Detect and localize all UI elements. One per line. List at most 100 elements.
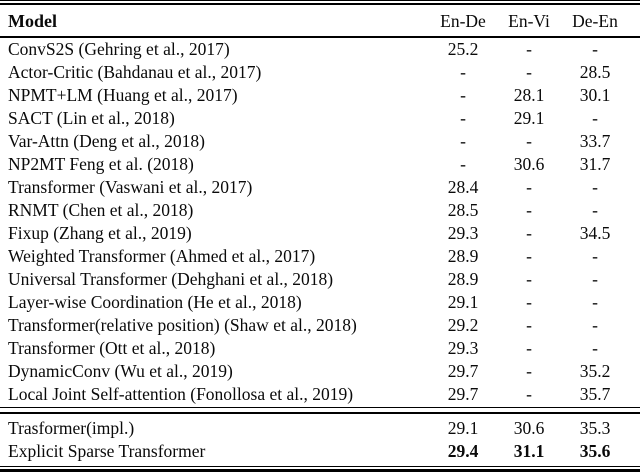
score-en-de: 28.9 — [447, 269, 479, 289]
score-de-en: 31.7 — [579, 154, 611, 174]
bottom-rule-thin — [0, 466, 640, 467]
score-en-de: 29.1 — [447, 292, 479, 312]
score-de-en: - — [592, 200, 598, 220]
model-name: Actor-Critic (Bahdanau et al., 2017) — [8, 62, 262, 82]
table-row: Transformer (Vaswani et al., 2017) 28.4 … — [0, 176, 640, 199]
table-row: NPMT+LM (Huang et al., 2017) - 28.1 30.1 — [0, 84, 640, 107]
table-row: Local Joint Self-attention (Fonollosa et… — [0, 383, 640, 406]
header-rule — [0, 36, 640, 38]
score-en-de: 29.3 — [447, 223, 479, 243]
table-body: ConvS2S (Gehring et al., 2017) 25.2 - - … — [0, 38, 640, 406]
score-en-vi: - — [526, 361, 532, 381]
score-en-vi: 30.6 — [513, 418, 545, 438]
score-en-de: 28.4 — [447, 177, 479, 197]
score-en-vi: 30.6 — [513, 154, 545, 174]
table-row: Var-Attn (Deng et al., 2018) - - 33.7 — [0, 130, 640, 153]
score-de-en: - — [592, 315, 598, 335]
table-top-rule — [0, 0, 640, 5]
score-de-en: 35.7 — [579, 384, 611, 404]
score-de-en: - — [592, 269, 598, 289]
model-name: Universal Transformer (Dehghani et al., … — [8, 269, 334, 289]
score-en-vi: - — [526, 338, 532, 358]
score-en-de: 29.1 — [447, 418, 479, 438]
table-row: Fixup (Zhang et al., 2019) 29.3 - 34.5 — [0, 222, 640, 245]
score-en-de: - — [460, 85, 466, 105]
model-name: NP2MT Feng et al. (2018) — [8, 154, 194, 174]
table-row: RNMT (Chen et al., 2018) 28.5 - - — [0, 199, 640, 222]
score-de-en: 33.7 — [579, 131, 611, 151]
score-de-en: 35.3 — [579, 418, 611, 438]
section-rule-thick — [0, 412, 640, 414]
model-name: Var-Attn (Deng et al., 2018) — [8, 131, 205, 151]
score-en-vi: - — [526, 200, 532, 220]
score-en-de: - — [460, 131, 466, 151]
model-name: Layer-wise Coordination (He et al., 2018… — [8, 292, 302, 312]
top-rule-thick — [0, 3, 640, 5]
score-en-de: 28.9 — [447, 246, 479, 266]
score-de-en: - — [592, 39, 598, 59]
header-col-en-vi: En-Vi — [508, 11, 550, 31]
score-de-en: - — [592, 177, 598, 197]
score-de-en: 30.1 — [579, 85, 611, 105]
model-name: ConvS2S (Gehring et al., 2017) — [8, 39, 230, 59]
table-row: Universal Transformer (Dehghani et al., … — [0, 268, 640, 291]
table-row: Layer-wise Coordination (He et al., 2018… — [0, 291, 640, 314]
model-name: Fixup (Zhang et al., 2019) — [8, 223, 192, 243]
table-footer: Trasformer(impl.) 29.1 30.6 35.3 Explici… — [0, 414, 640, 463]
model-name: Transformer (Ott et al., 2018) — [8, 338, 216, 358]
score-de-en: - — [592, 108, 598, 128]
score-en-de: 29.3 — [447, 338, 479, 358]
score-en-vi: 28.1 — [513, 85, 545, 105]
table-bottom-rule — [0, 466, 640, 472]
score-de-en: 35.2 — [579, 361, 611, 381]
header-model: Model — [8, 11, 57, 31]
score-en-de: 29.2 — [447, 315, 479, 335]
score-en-de: 29.4 — [447, 441, 479, 461]
score-en-de: 28.5 — [447, 200, 479, 220]
score-de-en: - — [592, 292, 598, 312]
table-row: Transformer (Ott et al., 2018) 29.3 - - — [0, 337, 640, 360]
header-col-en-de: En-De — [440, 11, 486, 31]
table-row: Actor-Critic (Bahdanau et al., 2017) - -… — [0, 61, 640, 84]
section-separator — [0, 407, 640, 414]
bottom-rule-thick — [0, 469, 640, 472]
table-row: NP2MT Feng et al. (2018) - 30.6 31.7 — [0, 153, 640, 176]
model-name: Weighted Transformer (Ahmed et al., 2017… — [8, 246, 316, 266]
score-de-en: 34.5 — [579, 223, 611, 243]
score-en-vi: - — [526, 246, 532, 266]
score-en-de: 29.7 — [447, 361, 479, 381]
score-en-vi: 29.1 — [513, 108, 545, 128]
model-name: SACT (Lin et al., 2018) — [8, 108, 175, 128]
table-row: Trasformer(impl.) 29.1 30.6 35.3 — [0, 417, 640, 440]
score-en-vi: - — [526, 62, 532, 82]
score-en-de: - — [460, 62, 466, 82]
model-name: Explicit Sparse Transformer — [8, 441, 206, 461]
score-en-de: - — [460, 154, 466, 174]
score-en-vi: - — [526, 39, 532, 59]
score-en-de: 25.2 — [447, 39, 479, 59]
table-row: DynamicConv (Wu et al., 2019) 29.7 - 35.… — [0, 360, 640, 383]
score-en-vi: - — [526, 384, 532, 404]
model-name: NPMT+LM (Huang et al., 2017) — [8, 85, 238, 105]
score-en-vi: - — [526, 315, 532, 335]
score-en-de: 29.7 — [447, 384, 479, 404]
table-header-row: Model En-De En-Vi De-En — [0, 5, 640, 36]
table-row: SACT (Lin et al., 2018) - 29.1 - — [0, 107, 640, 130]
score-de-en: 28.5 — [579, 62, 611, 82]
score-en-vi: - — [526, 177, 532, 197]
score-en-vi: 31.1 — [513, 441, 545, 461]
table-row: ConvS2S (Gehring et al., 2017) 25.2 - - — [0, 38, 640, 61]
table-row: Explicit Sparse Transformer 29.4 31.1 35… — [0, 440, 640, 463]
score-de-en: 35.6 — [579, 441, 611, 461]
model-name: Transformer(relative position) (Shaw et … — [8, 315, 357, 335]
model-name: Trasformer(impl.) — [8, 418, 135, 438]
model-name: Local Joint Self-attention (Fonollosa et… — [8, 384, 354, 404]
model-name: Transformer (Vaswani et al., 2017) — [8, 177, 253, 197]
score-en-vi: - — [526, 223, 532, 243]
table-row: Transformer(relative position) (Shaw et … — [0, 314, 640, 337]
table-row: Weighted Transformer (Ahmed et al., 2017… — [0, 245, 640, 268]
section-rule-thin — [0, 407, 640, 408]
model-name: DynamicConv (Wu et al., 2019) — [8, 361, 233, 381]
score-en-vi: - — [526, 269, 532, 289]
